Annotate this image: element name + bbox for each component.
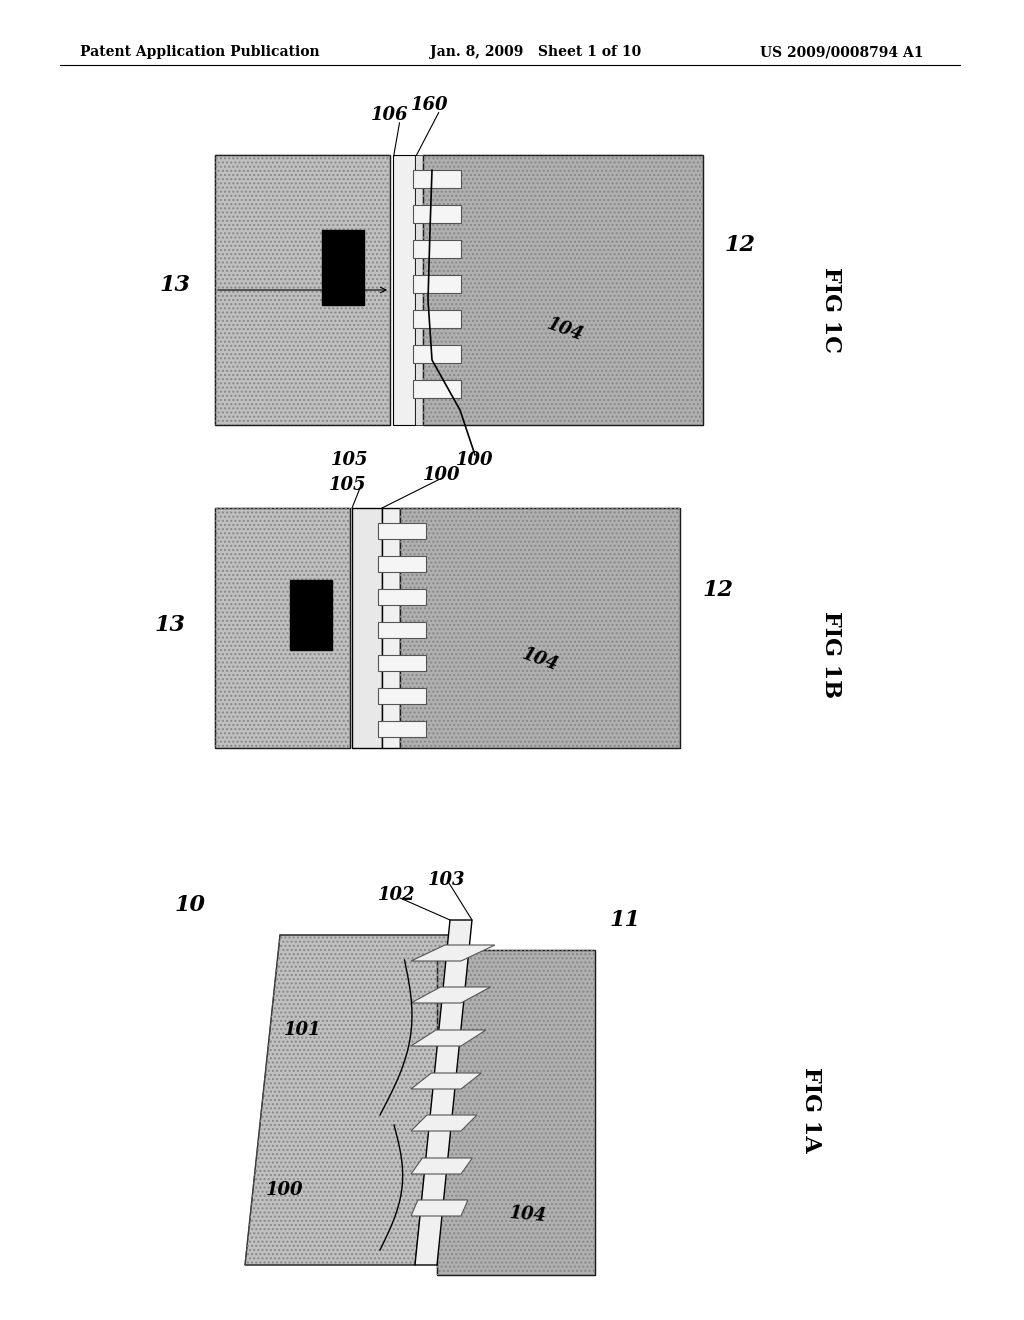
Bar [322, 230, 364, 305]
Text: 10: 10 [174, 894, 206, 916]
Text: 102: 102 [378, 886, 416, 904]
Bar [413, 345, 461, 363]
Bar [415, 154, 423, 425]
Bar [378, 589, 426, 605]
Bar [352, 508, 382, 748]
Text: US 2009/0008794 A1: US 2009/0008794 A1 [760, 45, 924, 59]
Bar [378, 721, 426, 737]
Polygon shape [411, 945, 495, 961]
Bar [400, 508, 680, 748]
Polygon shape [415, 920, 472, 1265]
Text: 13: 13 [160, 275, 190, 296]
Bar [382, 508, 400, 748]
Text: FIG 1B: FIG 1B [820, 611, 842, 698]
Bar [378, 523, 426, 539]
Text: 106: 106 [372, 106, 409, 124]
Bar [413, 170, 461, 187]
Text: 13: 13 [155, 614, 185, 636]
Text: 104: 104 [509, 1204, 548, 1225]
Bar [378, 556, 426, 572]
Polygon shape [411, 1158, 472, 1173]
Polygon shape [411, 1073, 481, 1089]
Bar [393, 154, 415, 425]
Bar [378, 622, 426, 638]
Bar [400, 508, 680, 748]
Bar [413, 275, 461, 293]
Polygon shape [411, 1030, 486, 1045]
Text: Jan. 8, 2009   Sheet 1 of 10: Jan. 8, 2009 Sheet 1 of 10 [430, 45, 641, 59]
Text: 101: 101 [285, 1020, 322, 1039]
Text: 12: 12 [725, 234, 756, 256]
Bar [437, 950, 595, 1275]
Text: FIG 1C: FIG 1C [820, 267, 842, 352]
Text: 105: 105 [330, 477, 367, 494]
Bar [215, 508, 350, 748]
Polygon shape [411, 987, 490, 1003]
Bar [437, 950, 595, 1275]
Polygon shape [245, 935, 450, 1265]
Bar [215, 154, 390, 425]
Text: 103: 103 [428, 871, 466, 888]
Text: 100: 100 [423, 466, 461, 484]
Text: 12: 12 [702, 579, 733, 601]
Text: 104: 104 [519, 645, 561, 675]
Bar [413, 205, 461, 223]
Text: 11: 11 [609, 909, 640, 931]
Bar [413, 240, 461, 257]
Text: 104: 104 [545, 315, 586, 345]
Bar [378, 655, 426, 671]
Bar [215, 154, 390, 425]
Polygon shape [411, 1115, 477, 1131]
Bar [215, 508, 350, 748]
Text: FIG 1A: FIG 1A [800, 1067, 822, 1152]
Bar [423, 154, 703, 425]
Bar [290, 579, 332, 649]
Polygon shape [411, 1200, 468, 1216]
Bar [378, 688, 426, 704]
Text: 100: 100 [457, 451, 494, 469]
Text: 100: 100 [266, 1181, 304, 1199]
Bar [413, 380, 461, 399]
Bar [413, 310, 461, 327]
Text: 105: 105 [331, 451, 369, 469]
Text: 160: 160 [412, 96, 449, 114]
Bar [423, 154, 703, 425]
Text: Patent Application Publication: Patent Application Publication [80, 45, 319, 59]
